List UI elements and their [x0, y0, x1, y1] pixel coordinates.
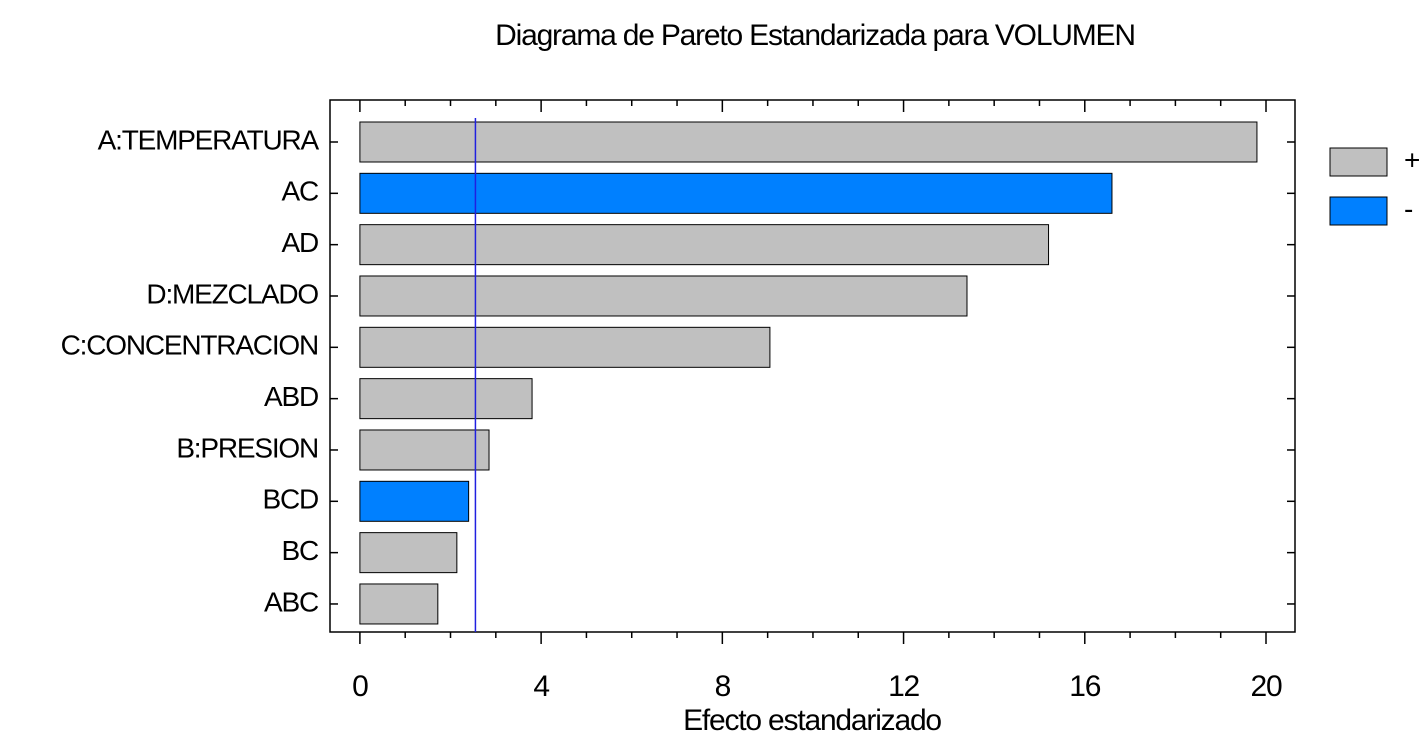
- legend-swatch: [1329, 196, 1388, 226]
- x-tick-label: 4: [533, 670, 549, 703]
- legend-label: +: [1404, 144, 1419, 175]
- y-tick-label: AD: [282, 227, 319, 258]
- y-tick-label: ABC: [264, 586, 319, 617]
- x-tick-label: 20: [1251, 670, 1282, 703]
- x-tick-label: 16: [1069, 670, 1100, 703]
- x-tick-label: 8: [715, 670, 731, 703]
- bar: [359, 480, 470, 522]
- y-tick-label: C:CONCENTRACION: [61, 330, 318, 361]
- bar: [359, 326, 771, 368]
- y-tick-label: BCD: [262, 484, 318, 515]
- y-tick-label: AC: [282, 176, 319, 207]
- legend-label: -: [1404, 193, 1413, 224]
- y-tick-label: BC: [282, 535, 319, 566]
- x-tick-label: 12: [888, 670, 919, 703]
- y-tick-label: B:PRESION: [176, 432, 318, 463]
- bar: [359, 378, 533, 420]
- legend-swatch: [1329, 147, 1388, 177]
- bar: [359, 275, 968, 317]
- chart-title: Diagrama de Pareto Estandarizada para VO…: [495, 19, 1135, 52]
- x-tick-label: 0: [352, 670, 368, 703]
- y-tick-label: D:MEZCLADO: [146, 278, 318, 309]
- bar: [359, 583, 439, 625]
- bar: [359, 429, 490, 471]
- bar: [359, 532, 458, 574]
- bar: [359, 172, 1113, 214]
- y-tick-label: ABD: [264, 381, 318, 412]
- y-tick-label: A:TEMPERATURA: [98, 124, 320, 155]
- bar: [359, 121, 1258, 163]
- bar: [359, 224, 1050, 266]
- x-axis-label: Efecto estandarizado: [683, 704, 941, 737]
